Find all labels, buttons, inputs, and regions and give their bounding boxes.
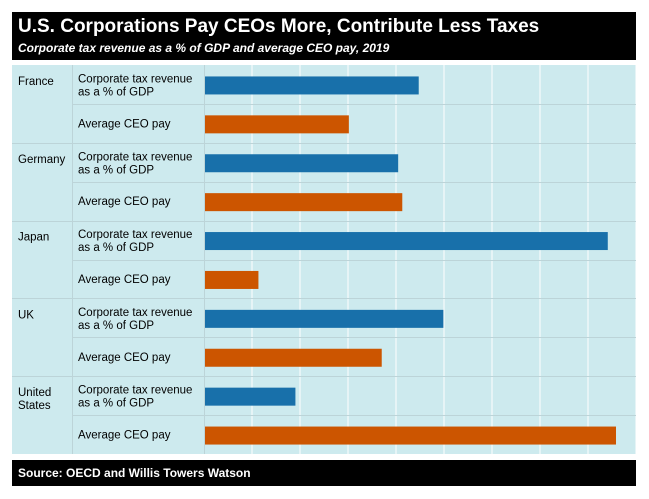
chart-title: U.S. Corporations Pay CEOs More, Contrib… (18, 16, 540, 37)
country-label: France (18, 76, 54, 88)
country-label: United (18, 387, 51, 399)
row-label: Average CEO pay (78, 196, 171, 208)
ceo-pay-bar (205, 426, 616, 445)
source-note: Source: OECD and Willis Towers Watson (18, 466, 251, 480)
row-label: as a % of GDP (78, 320, 154, 332)
row-label: Corporate tax revenue (78, 73, 192, 85)
tax-revenue-bar (205, 232, 608, 251)
tax-revenue-bar (205, 387, 296, 406)
row-label: as a % of GDP (78, 242, 154, 254)
row-label: Average CEO pay (78, 430, 171, 442)
chart-footer: Source: OECD and Willis Towers Watson (12, 460, 636, 486)
tax-revenue-bar (205, 309, 444, 328)
row-label: Corporate tax revenue (78, 385, 192, 397)
country-label: States (18, 400, 51, 412)
country-label: Germany (18, 154, 66, 166)
row-label: Average CEO pay (78, 274, 171, 286)
ceo-pay-bar (205, 193, 403, 212)
row-label: as a % of GDP (78, 86, 154, 98)
row-label: Corporate tax revenue (78, 151, 192, 163)
chart-panel: France Corporate tax revenue as a % of GDP… (12, 65, 637, 454)
country-label: UK (18, 309, 34, 321)
row-label: Average CEO pay (78, 118, 171, 130)
tax-revenue-bar (205, 154, 399, 173)
row-label: as a % of GDP (78, 398, 154, 410)
chart-header: U.S. Corporations Pay CEOs More, Contrib… (12, 12, 636, 60)
tax-revenue-bar (205, 76, 419, 95)
chart-subtitle: Corporate tax revenue as a % of GDP and … (18, 41, 390, 55)
ceo-pay-bar (205, 348, 382, 367)
row-label: Average CEO pay (78, 352, 171, 364)
country-label: Japan (18, 232, 49, 244)
ceo-pay-bar (205, 270, 259, 289)
row-label: as a % of GDP (78, 164, 154, 176)
ceo-pay-bar (205, 115, 349, 134)
row-label: Corporate tax revenue (78, 307, 192, 319)
row-label: Corporate tax revenue (78, 229, 192, 241)
